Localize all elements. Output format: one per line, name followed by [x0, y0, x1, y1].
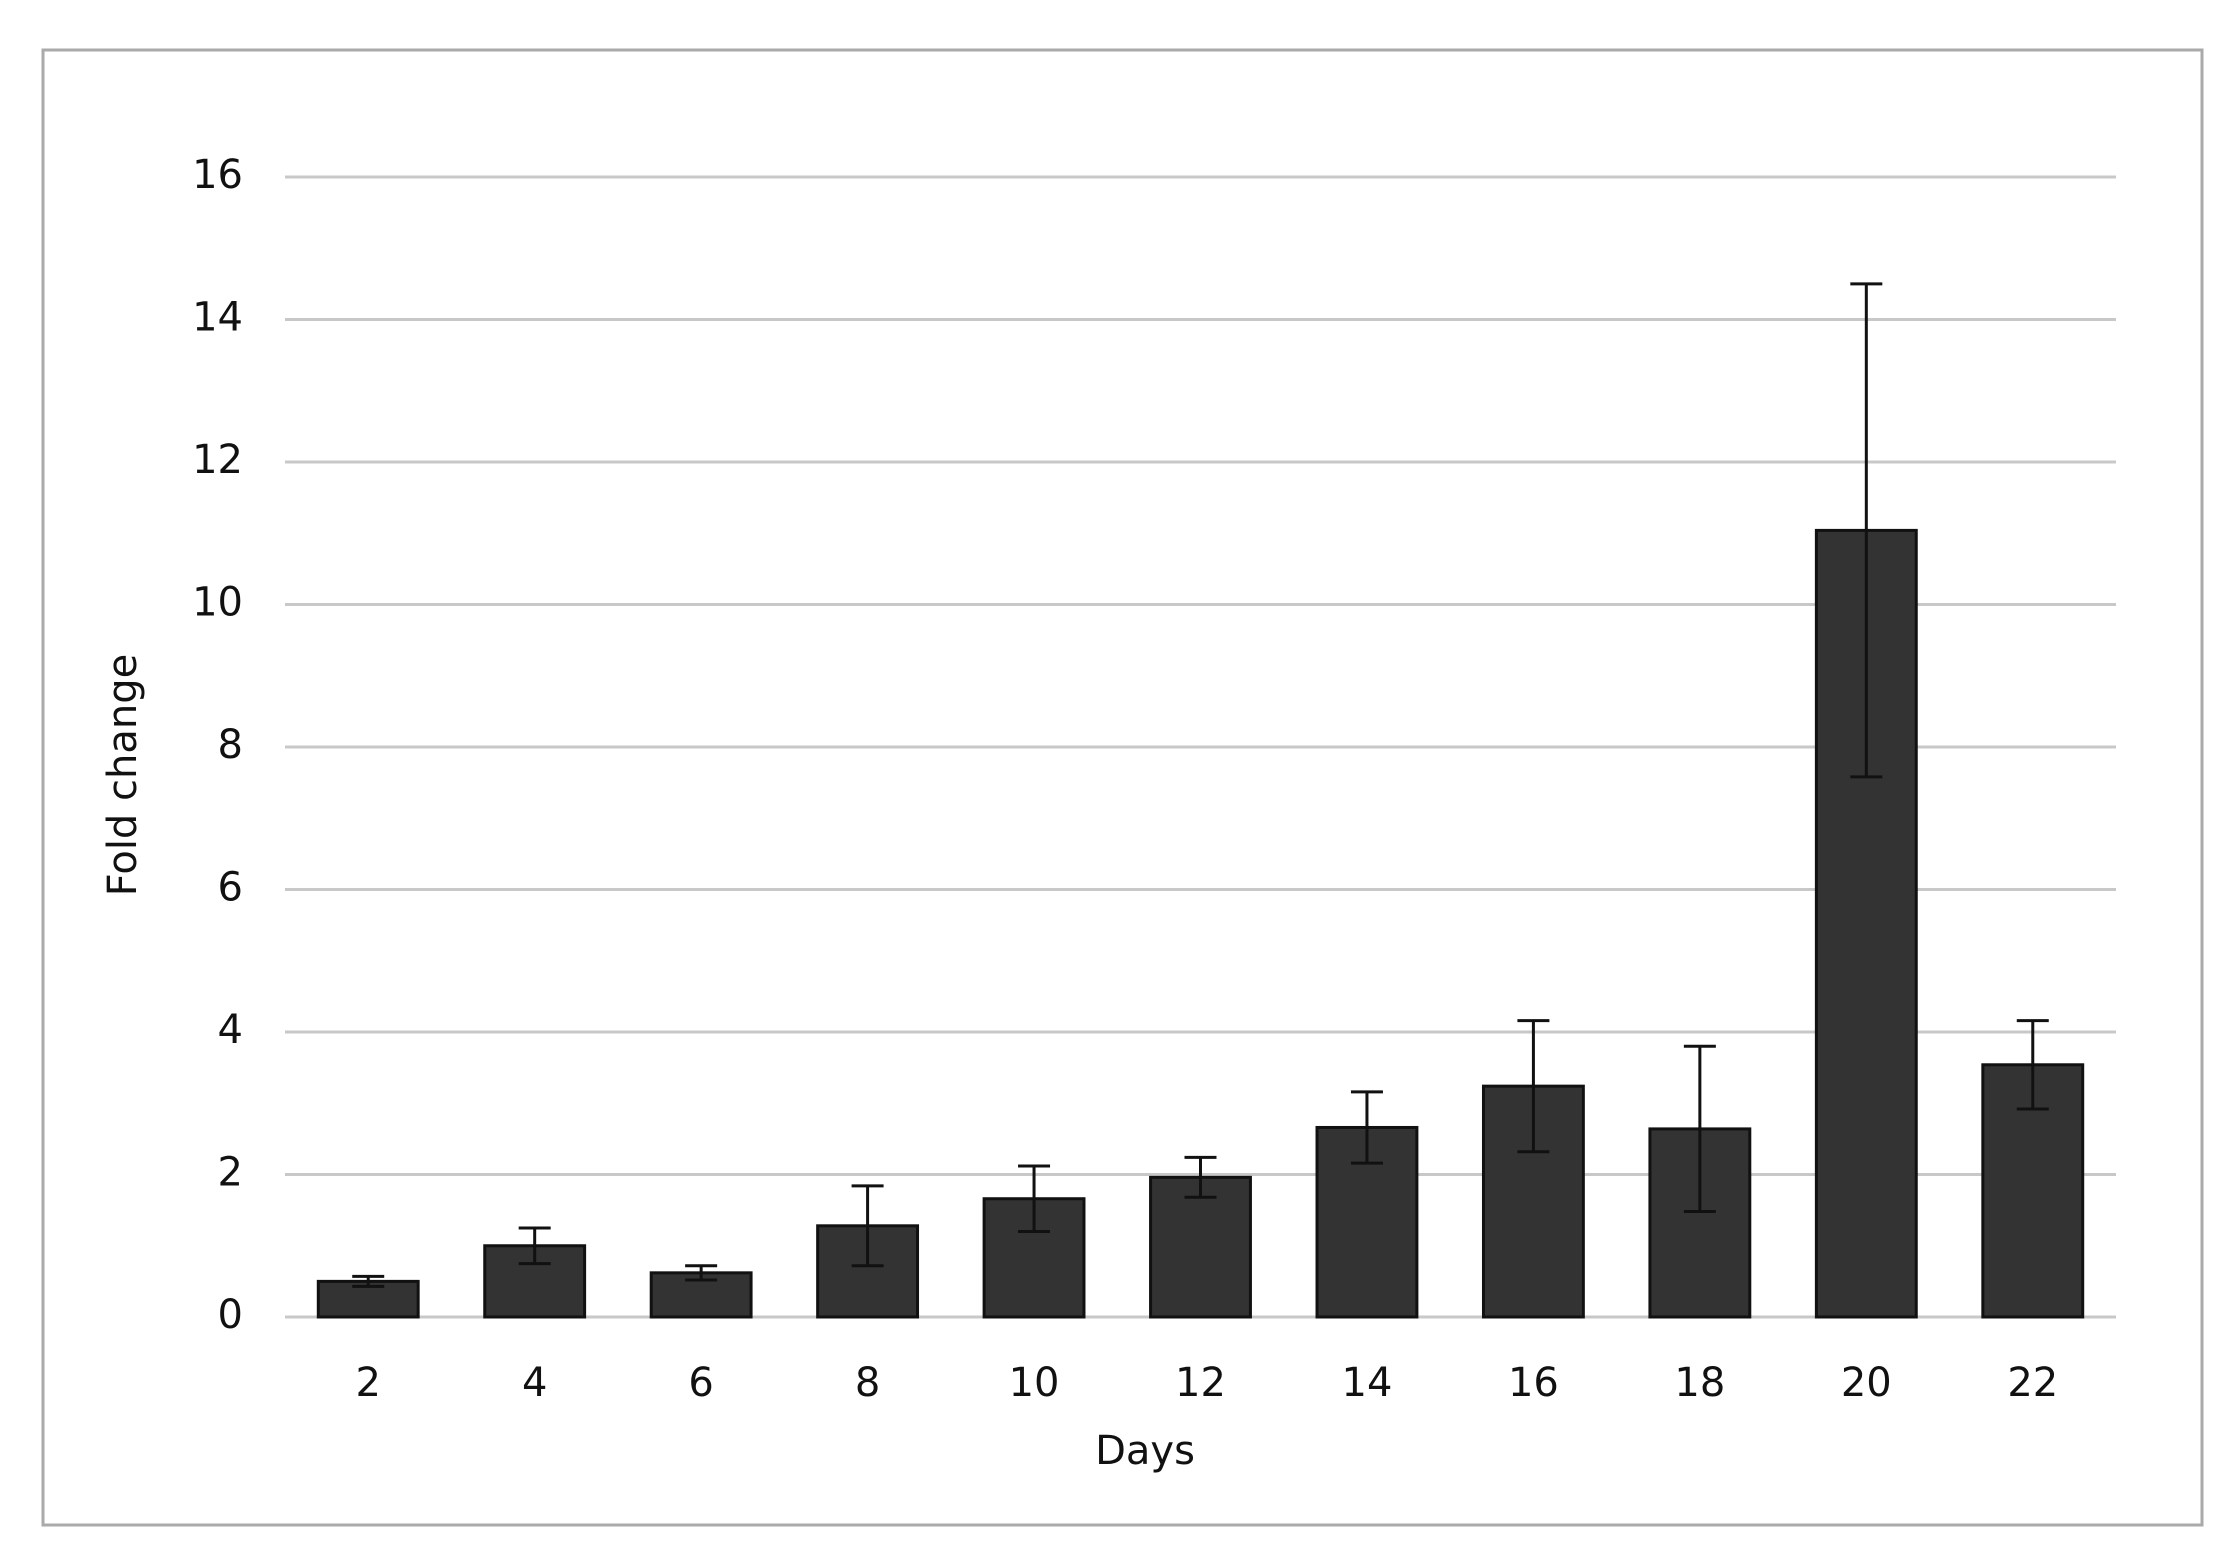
x-tick-label: 4 — [522, 1360, 547, 1406]
error-bar — [1683, 1044, 1716, 1214]
error-bar — [352, 1274, 385, 1288]
x-tick-label: 10 — [1009, 1360, 1060, 1406]
error-bar — [1850, 282, 1883, 779]
y-tick-label: 14 — [192, 295, 243, 341]
y-tick-label: 16 — [192, 152, 243, 198]
y-tick-label: 2 — [218, 1150, 243, 1196]
x-tick-label: 16 — [1508, 1360, 1559, 1406]
y-tick-label: 6 — [218, 865, 243, 911]
x-tick-label: 20 — [1841, 1360, 1892, 1406]
x-tick-label: 12 — [1175, 1360, 1226, 1406]
error-bar — [1350, 1090, 1383, 1165]
bar — [1149, 1175, 1252, 1319]
x-tick-label: 2 — [356, 1360, 381, 1406]
x-axis-label: Days — [1095, 1428, 1195, 1474]
error-bar — [1184, 1155, 1217, 1199]
y-axis-label: Fold change — [100, 654, 146, 896]
error-bar — [1517, 1019, 1550, 1154]
y-tick-label: 8 — [218, 722, 243, 768]
error-bar — [685, 1264, 718, 1282]
error-bar — [851, 1184, 884, 1268]
y-tick-label: 0 — [218, 1292, 243, 1338]
error-bar — [2016, 1019, 2049, 1111]
y-tick-label: 12 — [192, 437, 243, 483]
y-tick-label: 4 — [218, 1007, 243, 1053]
x-tick-label: 8 — [855, 1360, 880, 1406]
x-tick-label: 14 — [1342, 1360, 1393, 1406]
y-tick-label: 10 — [192, 580, 243, 626]
x-tick-label: 6 — [688, 1360, 713, 1406]
error-bar — [518, 1226, 551, 1266]
error-bar — [1018, 1164, 1051, 1233]
x-tick-label: 18 — [1674, 1360, 1725, 1406]
x-tick-label: 22 — [2007, 1360, 2058, 1406]
